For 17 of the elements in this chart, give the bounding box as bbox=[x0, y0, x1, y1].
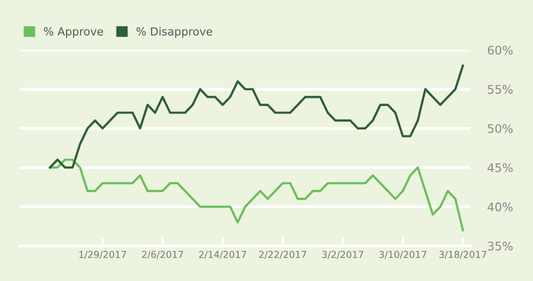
legend-label: % Approve bbox=[44, 27, 104, 38]
legend-label: % Disapprove bbox=[136, 26, 212, 38]
y-tick-label: 35% bbox=[488, 242, 513, 251]
y-tick-label: 40% bbox=[488, 202, 513, 212]
x-tick-label: 2/22/2017 bbox=[259, 250, 306, 259]
y-tick-label: 60% bbox=[488, 46, 513, 55]
y-tick-label: 55% bbox=[488, 84, 513, 94]
x-tick-label: 3/2/2017 bbox=[322, 250, 364, 259]
x-tick-label: 1/29/2017 bbox=[79, 250, 126, 259]
line-series bbox=[48, 158, 464, 232]
x-tick-label: 2/6/2017 bbox=[142, 250, 184, 259]
y-tick-label: 45% bbox=[488, 163, 513, 172]
x-tick-label: 3/18/2017 bbox=[439, 250, 486, 259]
x-tick-label: 2/14/2017 bbox=[199, 250, 246, 259]
x-tick-label: 3/10/2017 bbox=[379, 250, 426, 259]
y-tick-label: 50% bbox=[488, 124, 513, 134]
line-series bbox=[48, 64, 464, 169]
